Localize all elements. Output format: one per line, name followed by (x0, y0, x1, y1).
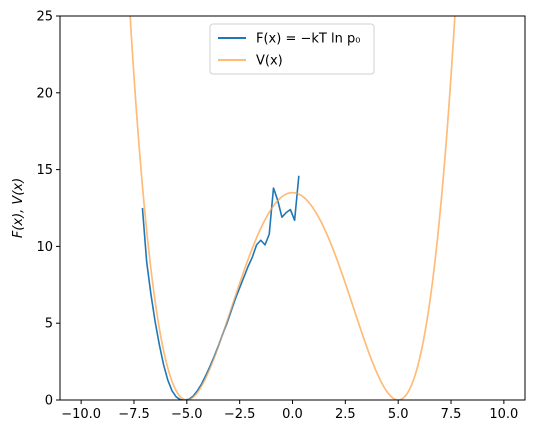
x-tick-label: −2.5 (224, 407, 256, 422)
y-tick-label: 25 (36, 10, 53, 25)
x-tick-label: 0.0 (282, 407, 303, 422)
series-line-v-overlay (129, 16, 456, 400)
y-axis-label: F(x), V(x) (11, 178, 26, 238)
y-tick-label: 20 (36, 86, 53, 101)
y-tick-label: 0 (45, 394, 53, 409)
legend-label: V(x) (256, 54, 283, 69)
x-tick-label: −5.0 (171, 407, 203, 422)
legend-label: F(x) = −kT ln p₀ (256, 32, 360, 47)
x-axis: −10.0 −7.5 −5.0 −2.5 0.0 2.5 5.0 7.5 10.0 (61, 400, 518, 422)
y-tick-label: 15 (36, 163, 53, 178)
legend: F(x) = −kT ln p₀ V(x) (209, 23, 375, 75)
legend-box (209, 23, 375, 75)
x-tick-label: 2.5 (335, 407, 356, 422)
y-axis: 0 5 10 15 20 25 (36, 10, 60, 409)
x-tick-label: −7.5 (118, 407, 150, 422)
plot-lines (129, 16, 456, 400)
y-tick-label: 5 (45, 317, 53, 332)
x-tick-label: 10.0 (489, 407, 518, 422)
x-tick-label: −10.0 (61, 407, 101, 422)
y-tick-label: 10 (36, 240, 53, 255)
x-tick-label: 5.0 (388, 407, 409, 422)
series-line-f (141, 175, 300, 400)
x-tick-label: 7.5 (441, 407, 462, 422)
